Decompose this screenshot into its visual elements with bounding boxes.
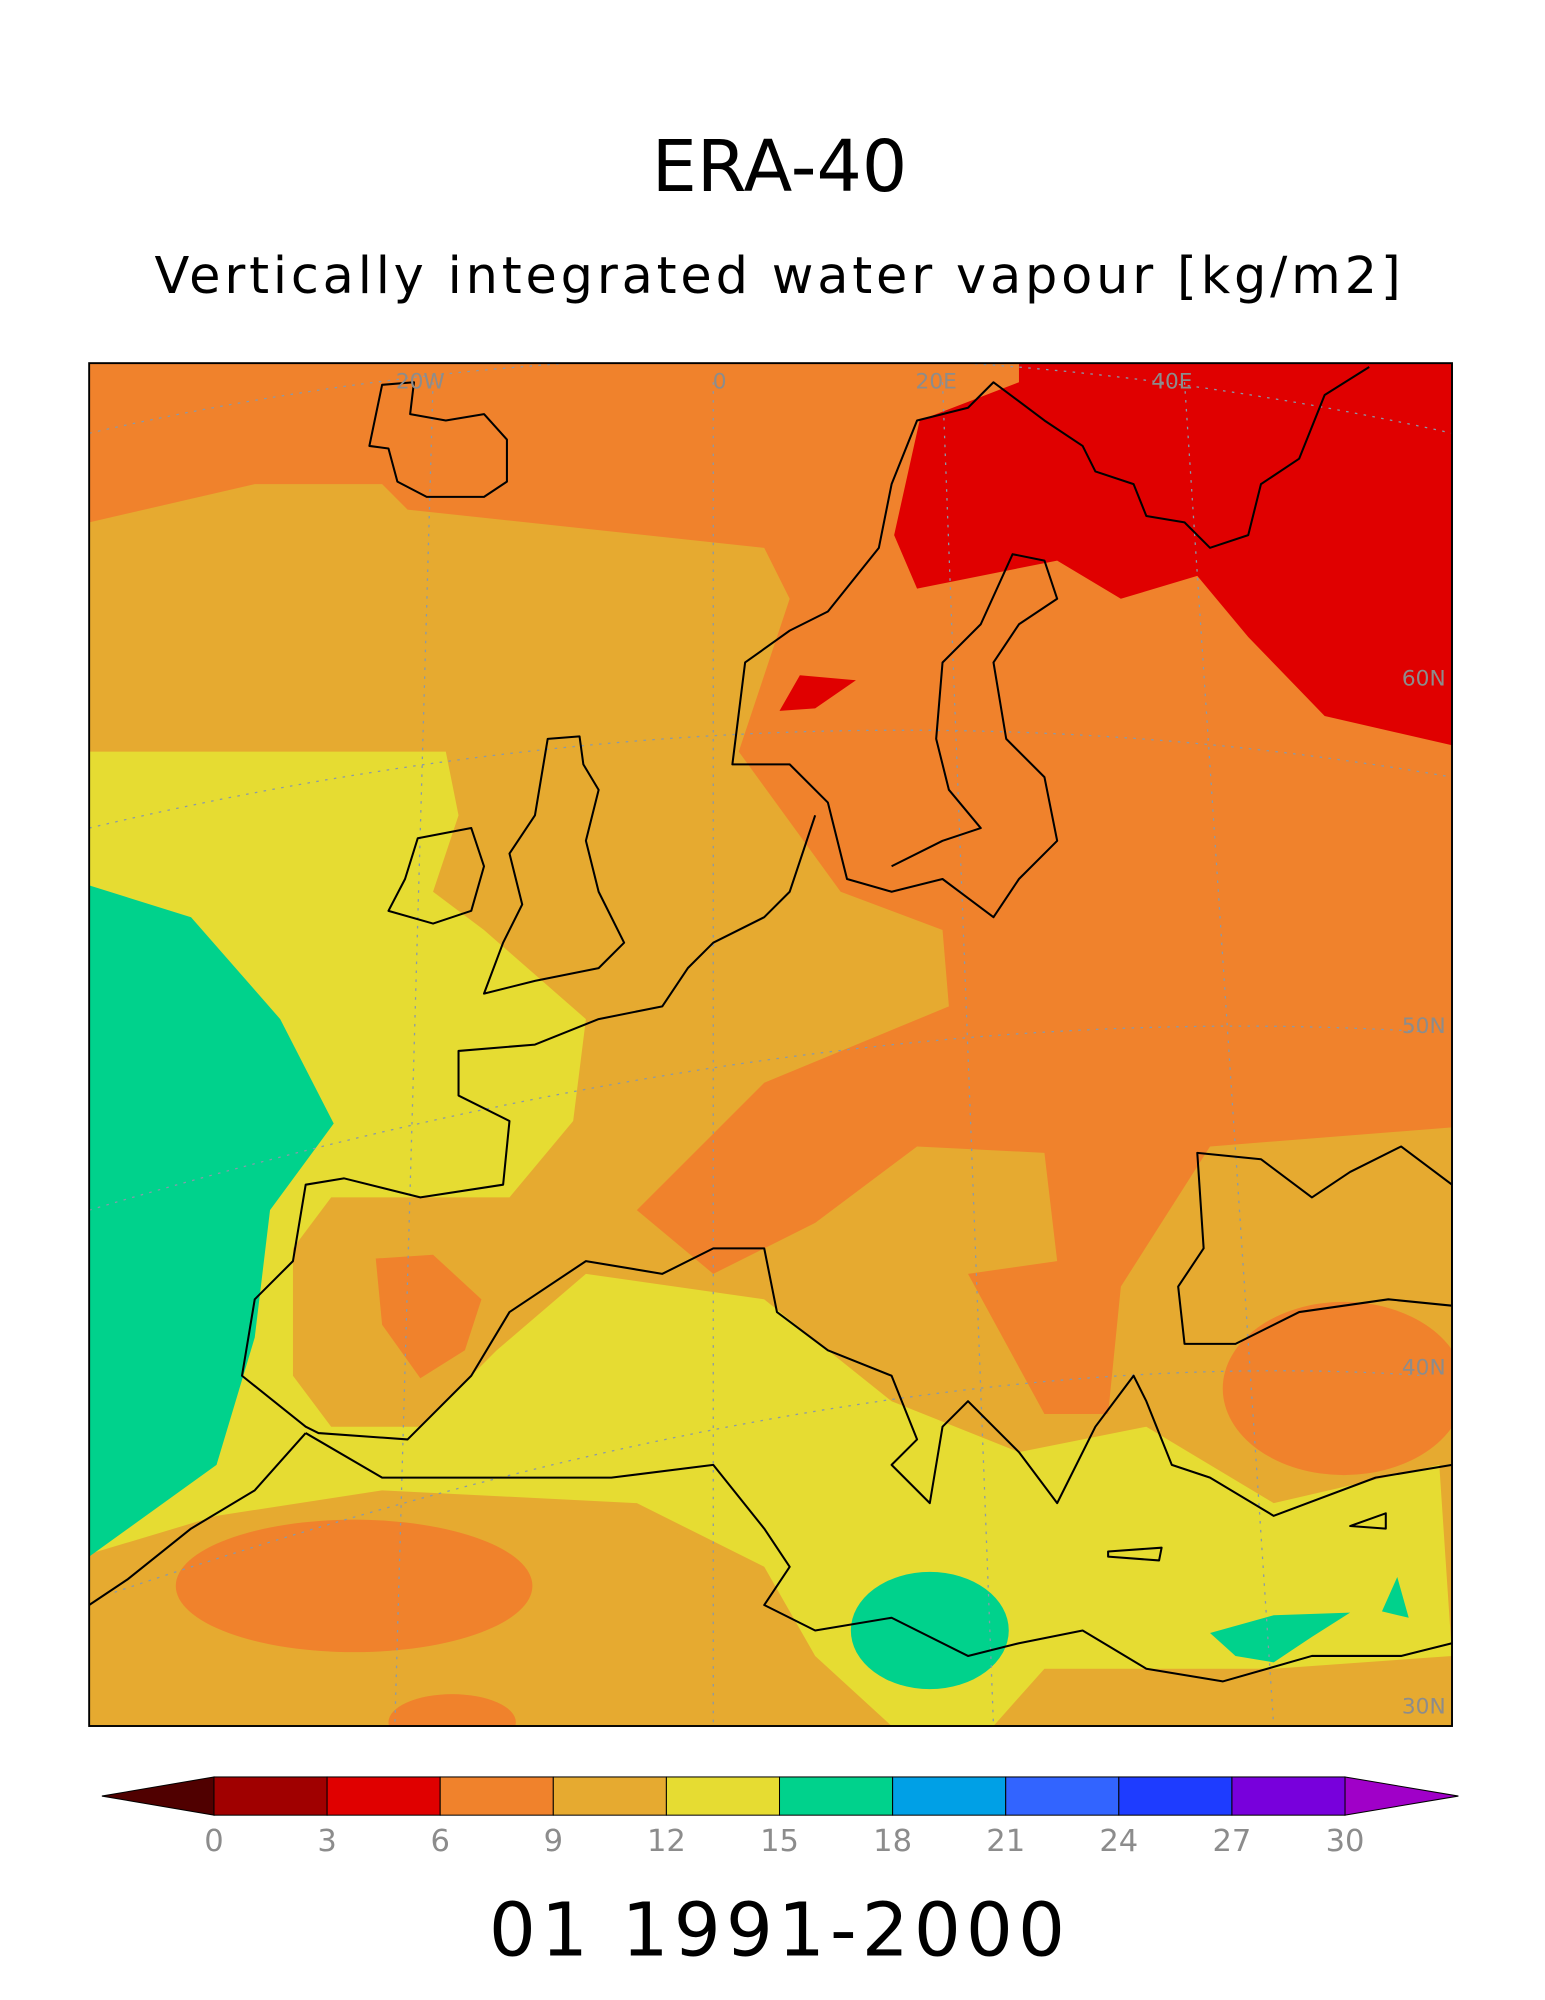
colorbar-tick-label: 0 [204, 1824, 223, 1859]
colorbar-tick-label: 6 [430, 1824, 449, 1859]
field-6-9 [89, 363, 1453, 1414]
map-frame [88, 362, 1453, 1727]
colorbar-tick-label: 15 [760, 1824, 799, 1859]
colorbar-tick-label: 24 [1099, 1824, 1138, 1859]
colorbar: 0 3 6 9 12 15 18 21 24 27 30 [101, 1776, 1459, 1859]
graticule [89, 363, 1453, 1727]
lat-label: 60N [1402, 666, 1446, 691]
title: ERA-40 [652, 125, 907, 208]
field-6-9 [1222, 1301, 1453, 1476]
colorbar-tick-label: 18 [873, 1824, 912, 1859]
colorbar-box [1231, 1776, 1346, 1816]
colorbar-box [552, 1776, 667, 1816]
field-12-15 [89, 751, 1453, 1727]
lon-label: 20E [916, 370, 957, 395]
coastlines [89, 366, 1453, 1683]
lon-label: 20W [396, 370, 445, 395]
map-field [89, 363, 1453, 1727]
footer-period: 01 1991-2000 [489, 1887, 1070, 1973]
colorbar-box [778, 1776, 894, 1816]
field-15-18 [89, 885, 334, 1557]
colorbar-tick-label: 3 [317, 1824, 336, 1859]
colorbar-box [892, 1776, 1007, 1816]
lon-label: 0 [713, 370, 727, 395]
field-6-9 [388, 1694, 516, 1727]
colorbar-box [213, 1776, 328, 1816]
subtitle: Vertically integrated water vapour [kg/m… [154, 247, 1404, 306]
colorbar-tick-label: 30 [1326, 1824, 1365, 1859]
lat-label: 50N [1402, 1014, 1446, 1039]
lat-label: 30N [1402, 1694, 1446, 1719]
colorbar-tick-label: 21 [986, 1824, 1025, 1859]
colorbar-tick-label: 12 [647, 1824, 686, 1859]
colorbar-tick-label: 27 [1212, 1824, 1251, 1859]
field-15-18 [1210, 1576, 1409, 1663]
graticule-labels: 20W 0 20E 40E 60N 50N 40N 30N [396, 370, 1446, 1720]
colorbar-box [439, 1776, 554, 1816]
field-6-9 [175, 1519, 533, 1653]
colorbar-box [665, 1776, 781, 1816]
colorbar-box [326, 1776, 441, 1816]
field-3-6 [779, 363, 1453, 746]
colorbar-high [1344, 1776, 1459, 1816]
lon-label: 40E [1151, 370, 1192, 395]
colorbar-box [1005, 1776, 1120, 1816]
colorbar-box [1118, 1776, 1233, 1816]
colorbar-low [101, 1776, 215, 1816]
field-15-18 [850, 1571, 1009, 1690]
lat-label: 40N [1402, 1355, 1446, 1380]
field-6-9 [375, 1254, 482, 1379]
colorbar-tick-label: 9 [544, 1824, 563, 1859]
